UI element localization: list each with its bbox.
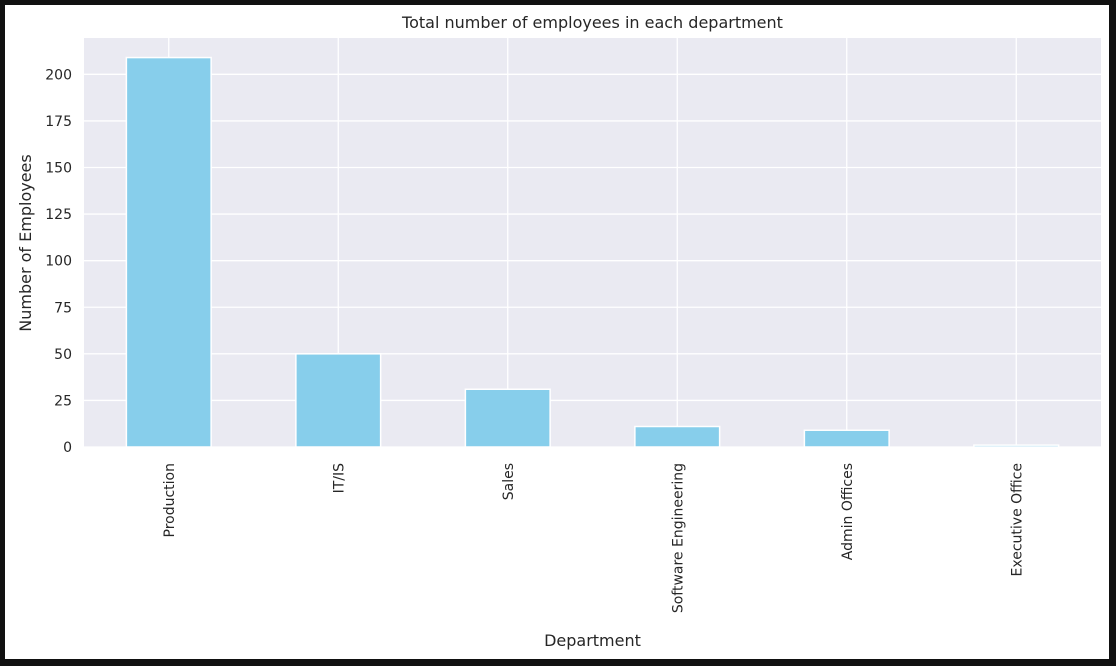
y-tick-label: 200 — [45, 67, 72, 83]
y-tick-label: 50 — [54, 347, 72, 363]
y-tick-label: 0 — [63, 440, 72, 456]
y-tick-label: 100 — [45, 254, 72, 270]
x-tick-label: Software Engineering — [670, 463, 686, 613]
x-tick-label: IT/IS — [331, 463, 347, 494]
y-tick-label: 175 — [45, 114, 72, 130]
x-tick-label: Sales — [501, 463, 517, 500]
figure-frame: 0 25 50 75 100 125 150 175 200 Production IT/IS Sa… — [5, 5, 1109, 659]
y-tick-label: 75 — [54, 300, 72, 316]
x-tick-label: Admin Offices — [840, 463, 856, 560]
grid-lines — [84, 38, 1101, 448]
x-axis-label: Department — [544, 631, 641, 650]
bar — [634, 425, 721, 448]
x-tick-labels: Production IT/IS Sales Software Engineering… — [162, 463, 1026, 613]
x-tick-label: Executive Office — [1009, 463, 1025, 576]
plot-background — [84, 38, 1101, 447]
bar — [125, 56, 212, 448]
y-tick-label: 150 — [45, 161, 72, 177]
bar — [973, 444, 1060, 448]
chart-title: Total number of employees in each depart… — [401, 13, 783, 32]
y-axis-label: Number of Employees — [16, 154, 35, 331]
bar — [464, 388, 551, 448]
x-tick-label: Production — [162, 463, 178, 537]
y-tick-label: 125 — [45, 207, 72, 223]
bar — [803, 429, 890, 448]
bars — [125, 56, 1060, 448]
y-tick-labels: 0 25 50 75 100 125 150 175 200 — [45, 67, 72, 456]
bar-chart: 0 25 50 75 100 125 150 175 200 Production IT/IS Sa… — [16, 13, 1101, 650]
bar — [295, 353, 382, 448]
y-tick-label: 25 — [54, 393, 72, 409]
